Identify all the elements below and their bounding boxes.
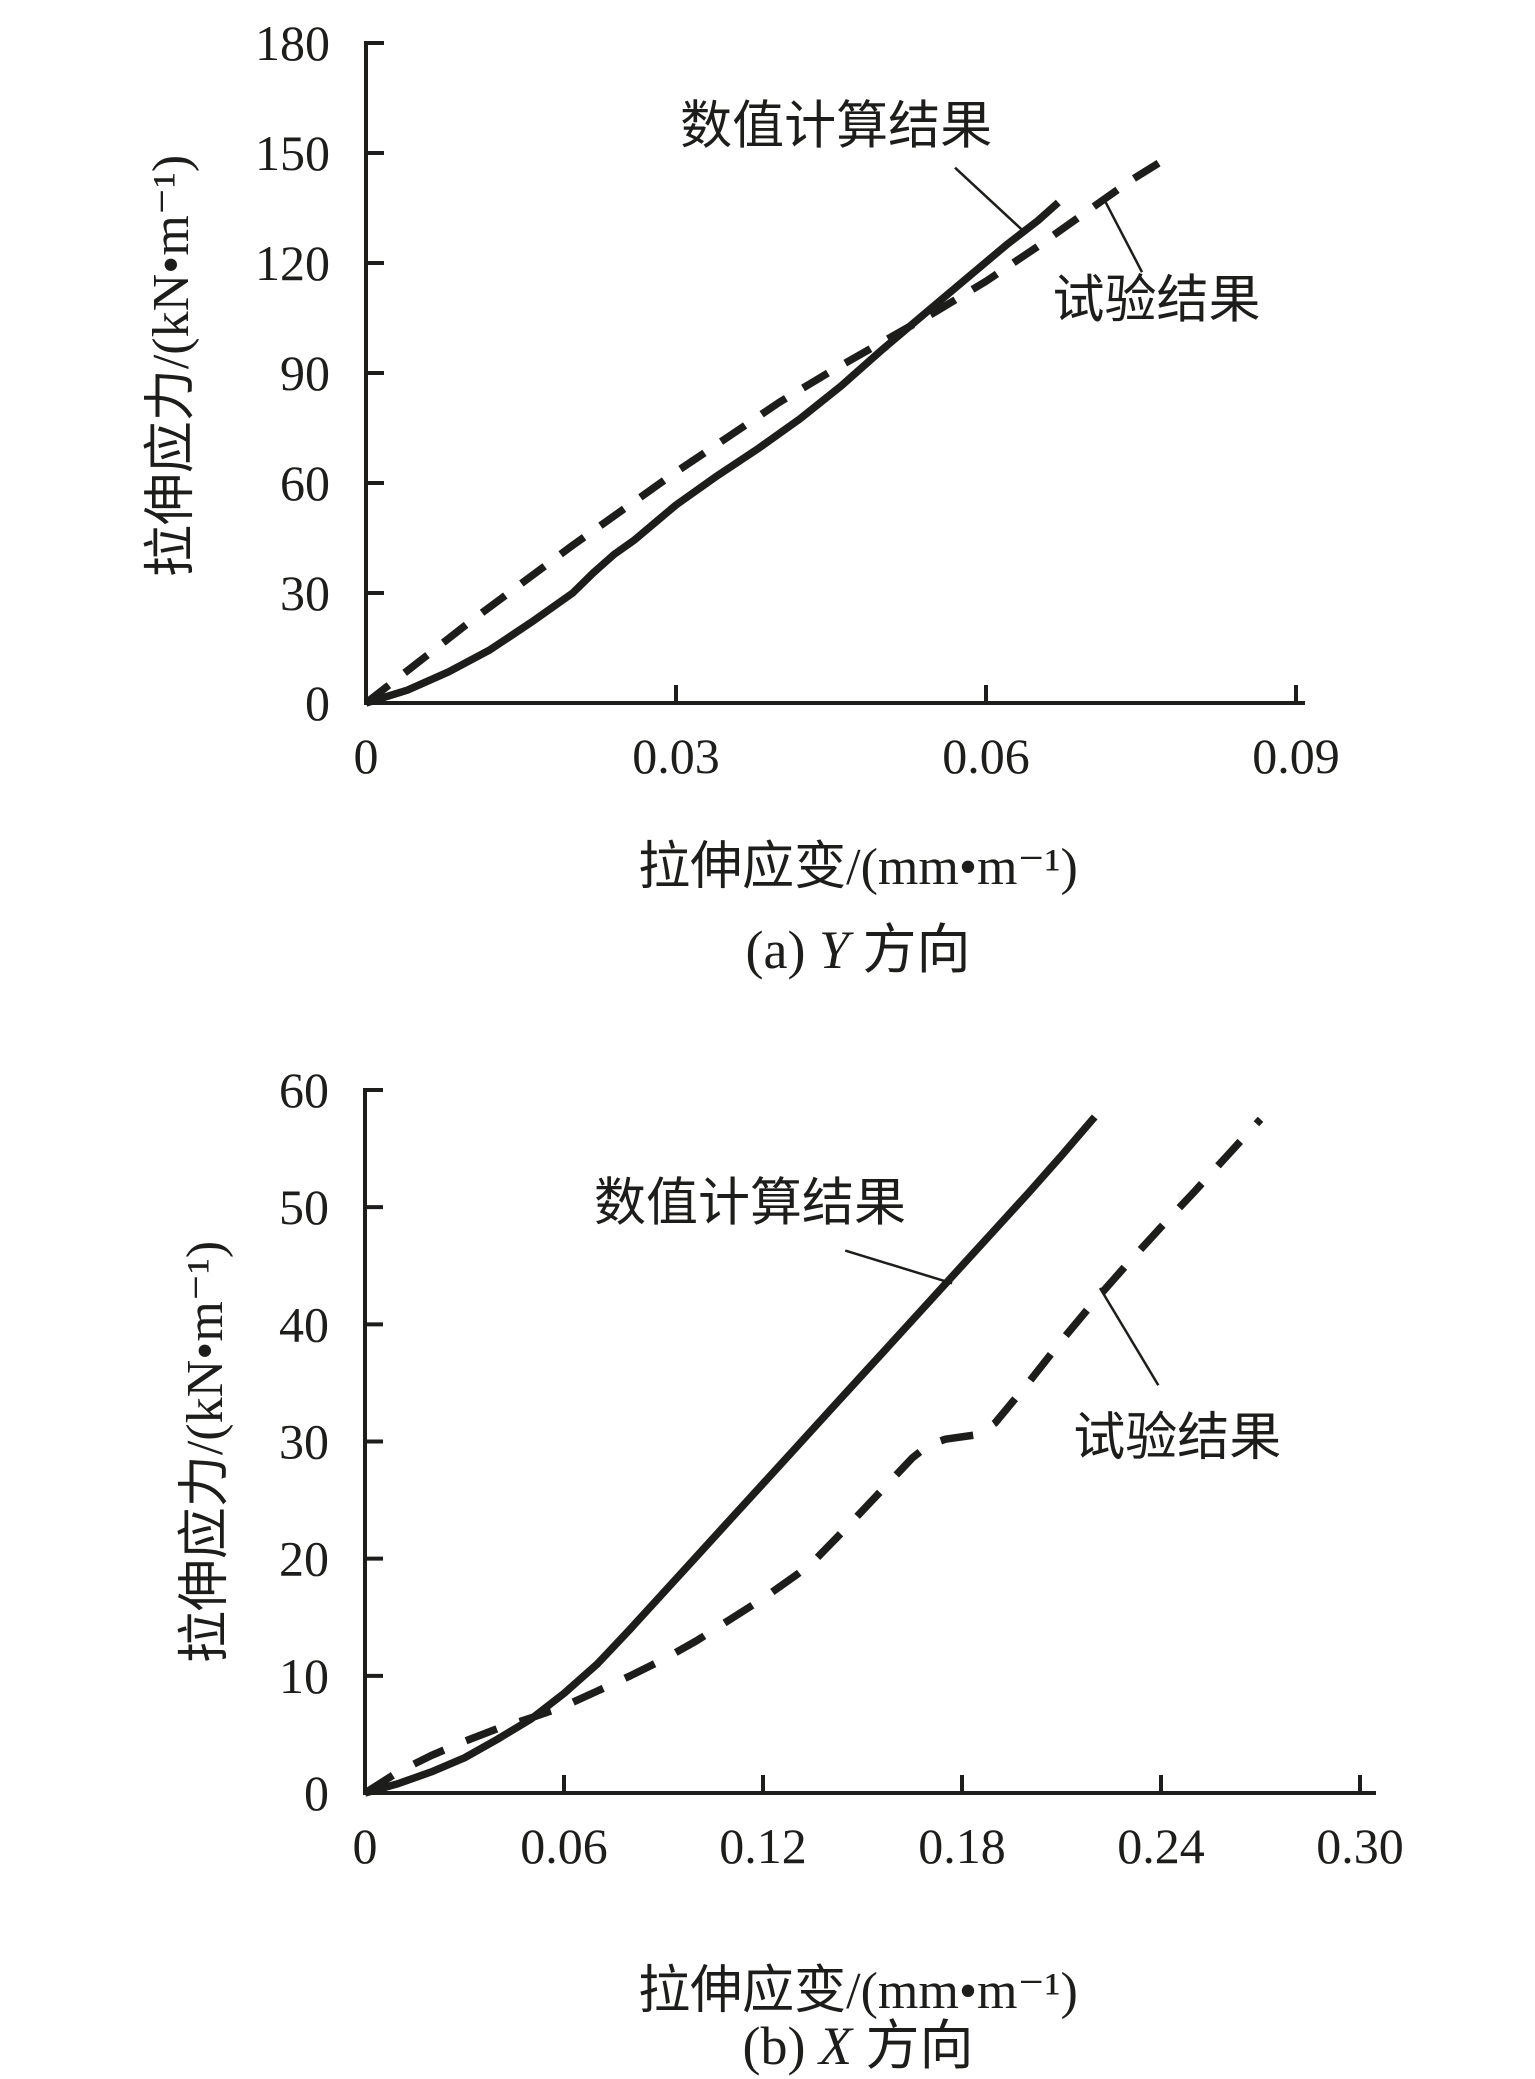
x-tick-label: 0.18 xyxy=(918,1818,1006,1874)
series-dashed-line xyxy=(362,1116,1264,1797)
y-axis-title: 拉伸应力/(kN•m⁻¹) xyxy=(177,1241,234,1663)
y-tick-label: 90 xyxy=(280,345,330,401)
x-tick-label: 0.03 xyxy=(632,728,720,784)
y-tick-label: 60 xyxy=(279,1062,329,1118)
y-tick-label: 150 xyxy=(255,125,330,181)
y-tick-label: 180 xyxy=(255,15,330,71)
y-tick-label: 30 xyxy=(279,1413,329,1469)
annotation-label: 数值计算结果 xyxy=(680,98,992,155)
x-tick-label: 0 xyxy=(353,1818,378,1874)
y-tick-label: 120 xyxy=(255,235,330,291)
annotation-label: 数值计算结果 xyxy=(594,1175,906,1232)
subfigure-caption: (a) Y 方向 xyxy=(746,920,971,980)
x-axis-title: 拉伸应变/(mm•m⁻¹) xyxy=(638,1963,1078,2020)
caption-suffix: 方向 xyxy=(852,2016,974,2076)
x-tick-label: 0.06 xyxy=(942,728,1030,784)
y-tick-label: 30 xyxy=(280,565,330,621)
y-tick-label: 60 xyxy=(280,455,330,511)
annotation-leader-line xyxy=(1103,200,1144,273)
x-tick-label: 0.24 xyxy=(1117,1818,1205,1874)
x-tick-label: 0.30 xyxy=(1316,1818,1404,1874)
annotation-label: 试验结果 xyxy=(1073,1410,1281,1467)
series-solid-line xyxy=(364,199,1061,707)
annotation-leader-line xyxy=(1098,1287,1160,1386)
y-tick-label: 20 xyxy=(279,1531,329,1587)
y-tick-label: 40 xyxy=(279,1296,329,1352)
series-solid-line xyxy=(363,1114,1098,1797)
annotation-leader-line xyxy=(844,1249,953,1285)
caption-prefix: (b) xyxy=(743,2016,819,2076)
x-axis-title: 拉伸应变/(mm•m⁻¹) xyxy=(638,839,1078,896)
y-axis-title: 拉伸应力/(kN•m⁻¹) xyxy=(143,155,200,577)
subfigure-caption: (b) X 方向 xyxy=(743,2016,974,2076)
caption-prefix: (a) xyxy=(746,920,819,980)
y-tick-label: 10 xyxy=(279,1648,329,1704)
annotation-label: 试验结果 xyxy=(1052,273,1260,330)
caption-variable: X xyxy=(817,2016,854,2076)
caption-suffix: 方向 xyxy=(849,920,971,980)
chart-b: 0 10 20 30 40 50 60 0 0.06 0.12 0.18 0.24 0.30 数值计算结果… xyxy=(177,1062,1404,2076)
caption-variable: Y xyxy=(819,920,854,980)
x-tick-label: 0.09 xyxy=(1252,728,1340,784)
y-tick-label: 0 xyxy=(304,1765,329,1821)
annotation-leader-line xyxy=(954,166,1026,233)
x-tick-label: 0 xyxy=(354,728,379,784)
series-dashed-line xyxy=(363,151,1174,706)
x-tick-label: 0.06 xyxy=(520,1818,608,1874)
y-tick-label: 50 xyxy=(279,1179,329,1235)
x-tick-label: 0.12 xyxy=(719,1818,807,1874)
y-tick-label: 0 xyxy=(305,675,330,731)
